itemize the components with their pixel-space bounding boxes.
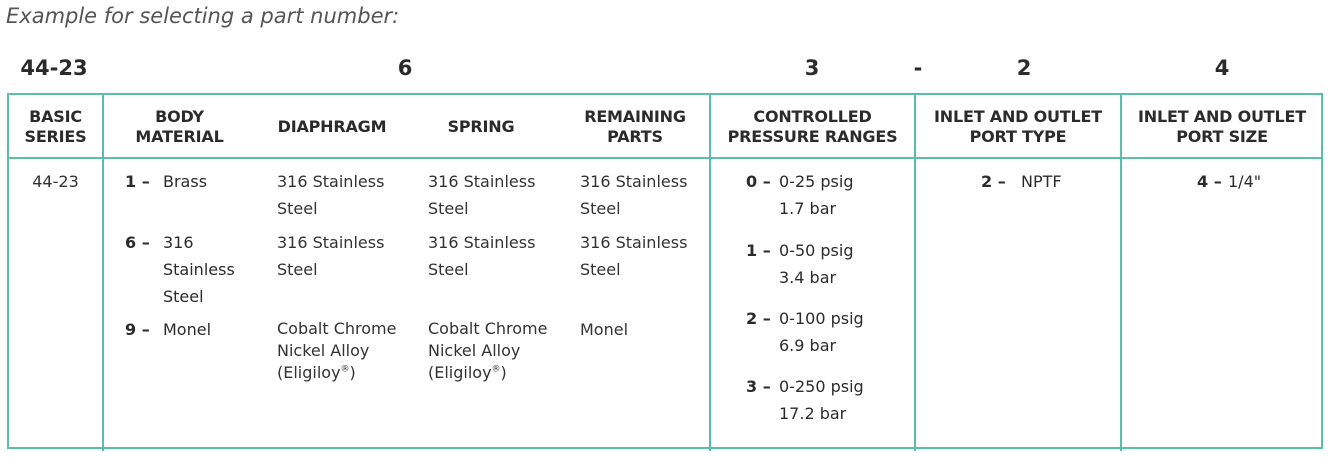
diaphragm-value: 316 Stainless Steel: [277, 233, 385, 279]
part-number-series: 44-23: [20, 56, 88, 80]
basic-series-value: 44-23: [32, 172, 79, 191]
ordering-table: [7, 93, 1323, 449]
part-number-pressure-range: 3: [804, 56, 820, 80]
spring-value: Cobalt Chrome Nickel Alloy (Eligiloy®): [428, 319, 548, 382]
part-number-dash: -: [913, 56, 923, 80]
part-number-port-type: 2: [1016, 56, 1032, 80]
header-remaining-parts: REMAINING PARTS: [584, 107, 686, 146]
header-diaphragm: DIAPHRAGM: [277, 117, 387, 136]
header-spring: SPRING: [447, 117, 515, 136]
spring-value: 316 Stainless Steel: [428, 172, 536, 218]
column-divider: [914, 93, 916, 451]
spring-value: 316 Stainless Steel: [428, 233, 536, 279]
column-divider: [102, 93, 104, 451]
header-port-size: INLET AND OUTLET PORT SIZE: [1138, 107, 1306, 146]
remaining-parts-value: 316 Stainless Steel: [580, 172, 688, 218]
part-number-body-material: 6: [397, 56, 413, 80]
header-basic-series: BASIC SERIES: [24, 107, 87, 146]
header-body-material: BODY MATERIAL: [135, 107, 224, 146]
column-divider: [1120, 93, 1122, 451]
header-divider: [7, 157, 1323, 159]
header-port-type: INLET AND OUTLET PORT TYPE: [934, 107, 1102, 146]
diaphragm-value: 316 Stainless Steel: [277, 172, 385, 218]
remaining-parts-value: Monel: [580, 320, 629, 339]
example-caption: Example for selecting a part number:: [6, 4, 400, 28]
header-pressure-ranges: CONTROLLED PRESSURE RANGES: [727, 107, 898, 146]
part-number-port-size: 4: [1214, 56, 1230, 80]
remaining-parts-value: 316 Stainless Steel: [580, 233, 688, 279]
diaphragm-value: Cobalt Chrome Nickel Alloy (Eligiloy®): [277, 319, 397, 382]
column-divider: [709, 93, 711, 451]
